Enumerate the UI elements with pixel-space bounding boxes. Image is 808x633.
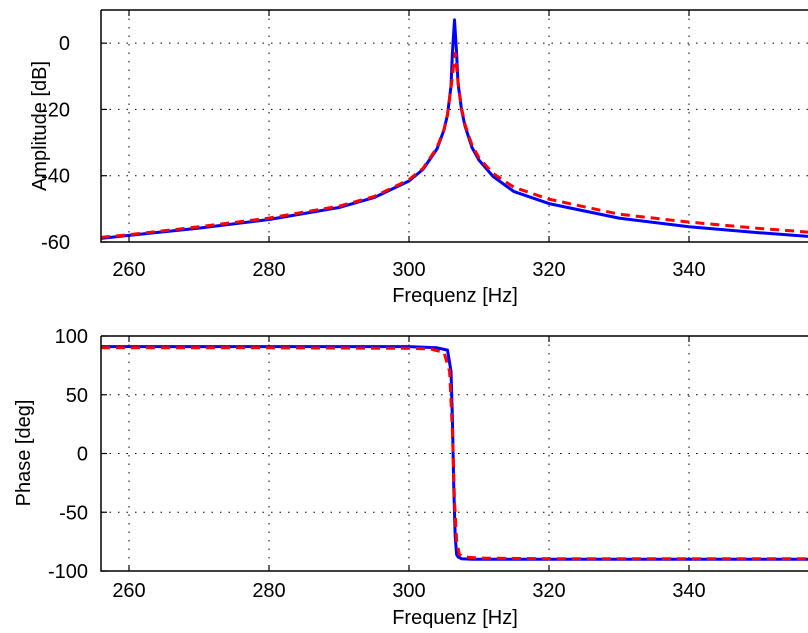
- phase-series-group: [101, 345, 808, 561]
- phase-y-tick-label: -100: [48, 561, 88, 583]
- amplitude-y-tick-label: -20: [41, 99, 70, 121]
- phase-x-tick-label: 340: [672, 580, 705, 602]
- amplitude-series-group: [100, 18, 808, 240]
- amplitude-y-tick-label: -40: [41, 166, 70, 188]
- phase-series-dashed-red-line: [101, 346, 808, 561]
- phase-grid: [101, 336, 808, 571]
- phase-x-tick-label: 320: [532, 580, 565, 602]
- amplitude-axes-frame: [100, 10, 808, 243]
- amplitude-y-tick-label: -60: [41, 232, 70, 254]
- phase-plot: 260 280 300 320 340 100 50 0 -50 -100 Frequenz [H…: [13, 326, 808, 629]
- amplitude-x-tick-label: 340: [672, 259, 705, 281]
- amplitude-x-tick-label: 260: [112, 259, 145, 281]
- phase-y-tick-label: 50: [66, 385, 88, 407]
- phase-y-tick-label: -50: [59, 502, 88, 524]
- amplitude-x-axis-label: Frequenz [Hz]: [392, 285, 518, 307]
- phase-x-axis-label: Frequenz [Hz]: [392, 607, 518, 629]
- amplitude-x-tick-label: 320: [532, 259, 565, 281]
- amplitude-series-solid-blue-line: [100, 18, 808, 240]
- phase-ticks: 260 280 300 320 340 100 50 0 -50 -100: [48, 326, 706, 602]
- amplitude-x-tick-label: 280: [252, 259, 285, 281]
- phase-x-tick-label: 280: [252, 580, 285, 602]
- phase-y-tick-label: 100: [55, 326, 88, 348]
- phase-axes-frame: [100, 336, 808, 572]
- phase-x-tick-label: 260: [112, 580, 145, 602]
- amplitude-x-tick-label: 300: [392, 259, 425, 281]
- amplitude-series-dashed-red-line: [100, 51, 808, 239]
- amplitude-ticks: 260 280 300 320 340 0 -20 -40 -60: [41, 10, 706, 281]
- phase-y-axis-label: Phase [deg]: [13, 400, 35, 507]
- phase-y-tick-label: 0: [77, 444, 88, 466]
- amplitude-plot-area: [101, 10, 808, 242]
- amplitude-y-axis-label: Amplitude [dB]: [29, 61, 51, 191]
- phase-x-tick-label: 300: [392, 580, 425, 602]
- amplitude-y-tick-label: 0: [59, 33, 70, 55]
